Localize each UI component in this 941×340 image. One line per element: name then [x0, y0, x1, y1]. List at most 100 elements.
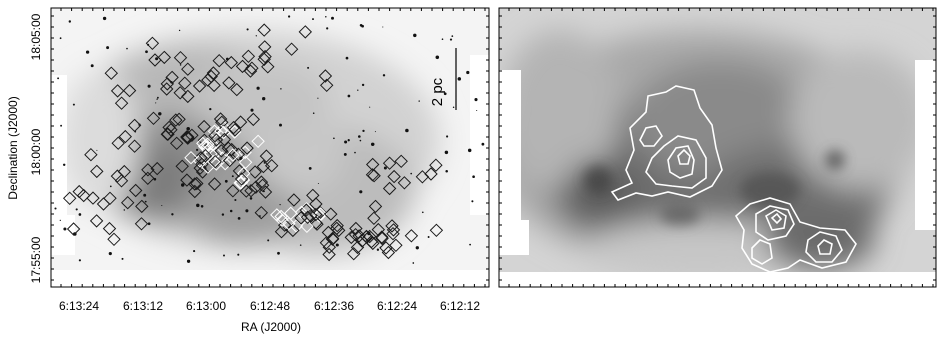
yso-marker	[235, 59, 250, 74]
yso-marker	[319, 78, 334, 93]
yso-marker	[313, 207, 328, 221]
yso-marker	[214, 144, 229, 158]
field-star	[344, 140, 348, 144]
field-star	[180, 183, 185, 187]
yso-marker	[76, 188, 91, 203]
yso-marker	[348, 227, 363, 242]
yso-marker	[157, 50, 172, 65]
yso-marker	[287, 193, 301, 207]
yso-marker	[188, 184, 202, 199]
yso-marker	[107, 232, 121, 247]
yso-marker	[249, 180, 263, 194]
field-star	[186, 127, 190, 131]
yso-marker	[289, 219, 304, 233]
yso-marker	[313, 205, 327, 220]
yso-marker	[118, 129, 133, 144]
contour-mid-south	[755, 205, 795, 241]
yso-marker	[135, 199, 149, 214]
field-star	[359, 139, 362, 142]
field-star	[145, 50, 148, 54]
x-tick-label-5: 6:12:24	[377, 299, 417, 313]
field-star	[123, 209, 126, 211]
field-star	[376, 248, 380, 251]
left-nebula	[60, 30, 440, 255]
field-star	[223, 254, 225, 257]
yso-marker	[256, 159, 271, 174]
yso-marker	[245, 61, 259, 75]
yso-marker	[387, 169, 401, 184]
left-ticks	[51, 8, 489, 287]
yso-marker	[184, 150, 198, 165]
yso-marker	[367, 211, 381, 226]
left-markers	[62, 23, 444, 262]
yso-marker	[237, 166, 251, 181]
field-star	[331, 16, 334, 20]
yso-marker	[127, 139, 142, 153]
yso-marker	[178, 76, 192, 90]
yso-marker	[368, 199, 383, 214]
field-star	[369, 106, 371, 108]
yso-marker	[164, 123, 178, 137]
yso-marker	[233, 115, 248, 129]
contour-core-north	[677, 148, 691, 165]
yso-marker	[381, 245, 396, 260]
yso-marker	[172, 112, 186, 127]
field-star	[72, 103, 75, 106]
field-star	[435, 55, 440, 60]
yso-marker	[72, 184, 86, 199]
field-star	[362, 129, 365, 133]
yso-marker	[294, 205, 309, 220]
contour-outer-south	[734, 197, 857, 273]
field-star	[347, 139, 350, 142]
yso-marker	[254, 175, 269, 189]
yso-marker	[385, 219, 399, 233]
x-axis-label: RA (J2000)	[241, 320, 301, 334]
contour-mid-north	[645, 135, 707, 189]
field-star	[60, 124, 63, 127]
yso-marker	[282, 216, 296, 231]
field-star	[59, 37, 62, 40]
yso-marker	[248, 165, 262, 179]
yso-marker	[319, 236, 334, 250]
field-star	[343, 152, 347, 156]
contour-sw	[751, 239, 773, 265]
yso-marker	[141, 171, 155, 186]
yso-marker	[198, 148, 213, 163]
yso-marker	[209, 146, 223, 161]
field-star	[444, 150, 449, 155]
field-star	[382, 26, 384, 28]
yso-marker	[234, 172, 249, 186]
contour-east-core	[817, 239, 833, 255]
yso-marker	[257, 23, 271, 37]
right-panel	[498, 7, 937, 288]
field-star	[280, 88, 282, 90]
yso-marker	[150, 161, 164, 176]
field-star	[68, 20, 71, 23]
field-star	[361, 24, 364, 28]
yso-marker	[226, 184, 240, 198]
contour-core-south	[770, 212, 783, 225]
yso-marker	[175, 159, 189, 174]
field-star	[188, 260, 190, 263]
field-star	[418, 100, 420, 102]
x-tick-label-4: 6:12:36	[314, 299, 354, 313]
field-star	[179, 64, 182, 66]
yso-marker	[110, 84, 125, 98]
right-data-gap	[499, 220, 529, 255]
yso-marker	[424, 167, 438, 181]
yso-marker	[350, 240, 365, 255]
yso-marker	[330, 218, 344, 233]
field-star	[85, 50, 90, 54]
field-star	[308, 166, 312, 170]
yso-marker	[344, 230, 359, 245]
field-star	[383, 166, 387, 170]
field-star	[267, 239, 270, 242]
yso-marker	[169, 136, 184, 151]
field-star	[357, 89, 359, 91]
right-data-gap	[499, 70, 521, 220]
field-star	[126, 47, 128, 50]
field-star	[427, 236, 430, 238]
yso-marker	[217, 132, 232, 147]
yso-marker	[185, 128, 199, 143]
yso-marker	[429, 223, 444, 238]
